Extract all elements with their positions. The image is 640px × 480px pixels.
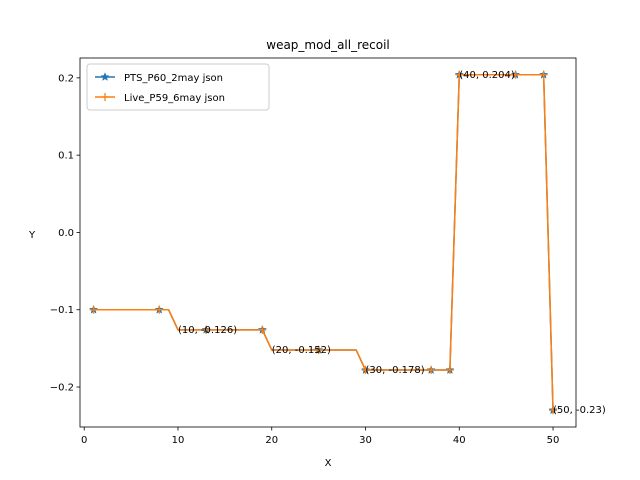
data-annotation: (10, -0.126) bbox=[178, 325, 237, 336]
annotation-layer: (10, -0.126) (20, -0.152) (30, -0.178) (40,… bbox=[178, 70, 606, 416]
y-axis: −0.2 −0.1 0.0 0.1 0.2 bbox=[50, 73, 80, 394]
series-2-point bbox=[258, 325, 267, 334]
series-2-point bbox=[455, 70, 464, 79]
series-2-point bbox=[539, 70, 548, 79]
plot-frame bbox=[79, 57, 577, 428]
series-2-point bbox=[89, 305, 98, 314]
data-annotation: (30, -0.178) bbox=[366, 365, 425, 376]
series-2-point bbox=[361, 366, 370, 375]
legend-marker bbox=[100, 72, 110, 81]
x-axis-label: X bbox=[325, 458, 332, 469]
x-tick-label: 50 bbox=[547, 435, 560, 446]
chart-title: weap_mod_all_recoil bbox=[266, 38, 390, 52]
y-tick-label: 0.1 bbox=[58, 151, 74, 162]
legend: PTS_P60_2may json Live_P59_6may json bbox=[86, 63, 270, 111]
x-tick-label: 30 bbox=[359, 435, 372, 446]
plot-area bbox=[80, 58, 576, 427]
x-tick-label: 40 bbox=[453, 435, 466, 446]
y-axis-label: Y bbox=[28, 230, 36, 241]
series-2-point bbox=[427, 366, 436, 375]
legend-label: Live_P59_6may json bbox=[124, 93, 225, 104]
series-2-point bbox=[549, 406, 558, 415]
data-annotation: (20, -0.152) bbox=[272, 345, 331, 356]
y-tick-label: 0.0 bbox=[58, 228, 74, 239]
series-2-point bbox=[445, 366, 454, 375]
series-2-point bbox=[155, 305, 164, 314]
x-tick-label: 20 bbox=[265, 435, 278, 446]
y-tick-label: −0.2 bbox=[50, 383, 74, 394]
legend-label: PTS_P60_2may json bbox=[124, 73, 223, 84]
series-layer bbox=[88, 69, 558, 415]
series-2-point bbox=[314, 345, 323, 354]
x-axis: 0 10 20 30 40 50 bbox=[81, 427, 559, 446]
y-tick-label: 0.2 bbox=[58, 73, 74, 84]
data-annotation: (40, 0.204) bbox=[459, 70, 515, 81]
x-tick-label: 0 bbox=[81, 435, 87, 446]
series-2-point bbox=[202, 325, 211, 334]
legend-marker bbox=[101, 93, 109, 101]
y-tick-label: −0.1 bbox=[50, 305, 74, 316]
legend-box bbox=[86, 63, 270, 111]
series-2-point bbox=[511, 70, 520, 79]
data-annotation: (50, -0.23) bbox=[553, 405, 606, 416]
x-tick-label: 10 bbox=[172, 435, 185, 446]
series-line-2 bbox=[93, 74, 554, 411]
